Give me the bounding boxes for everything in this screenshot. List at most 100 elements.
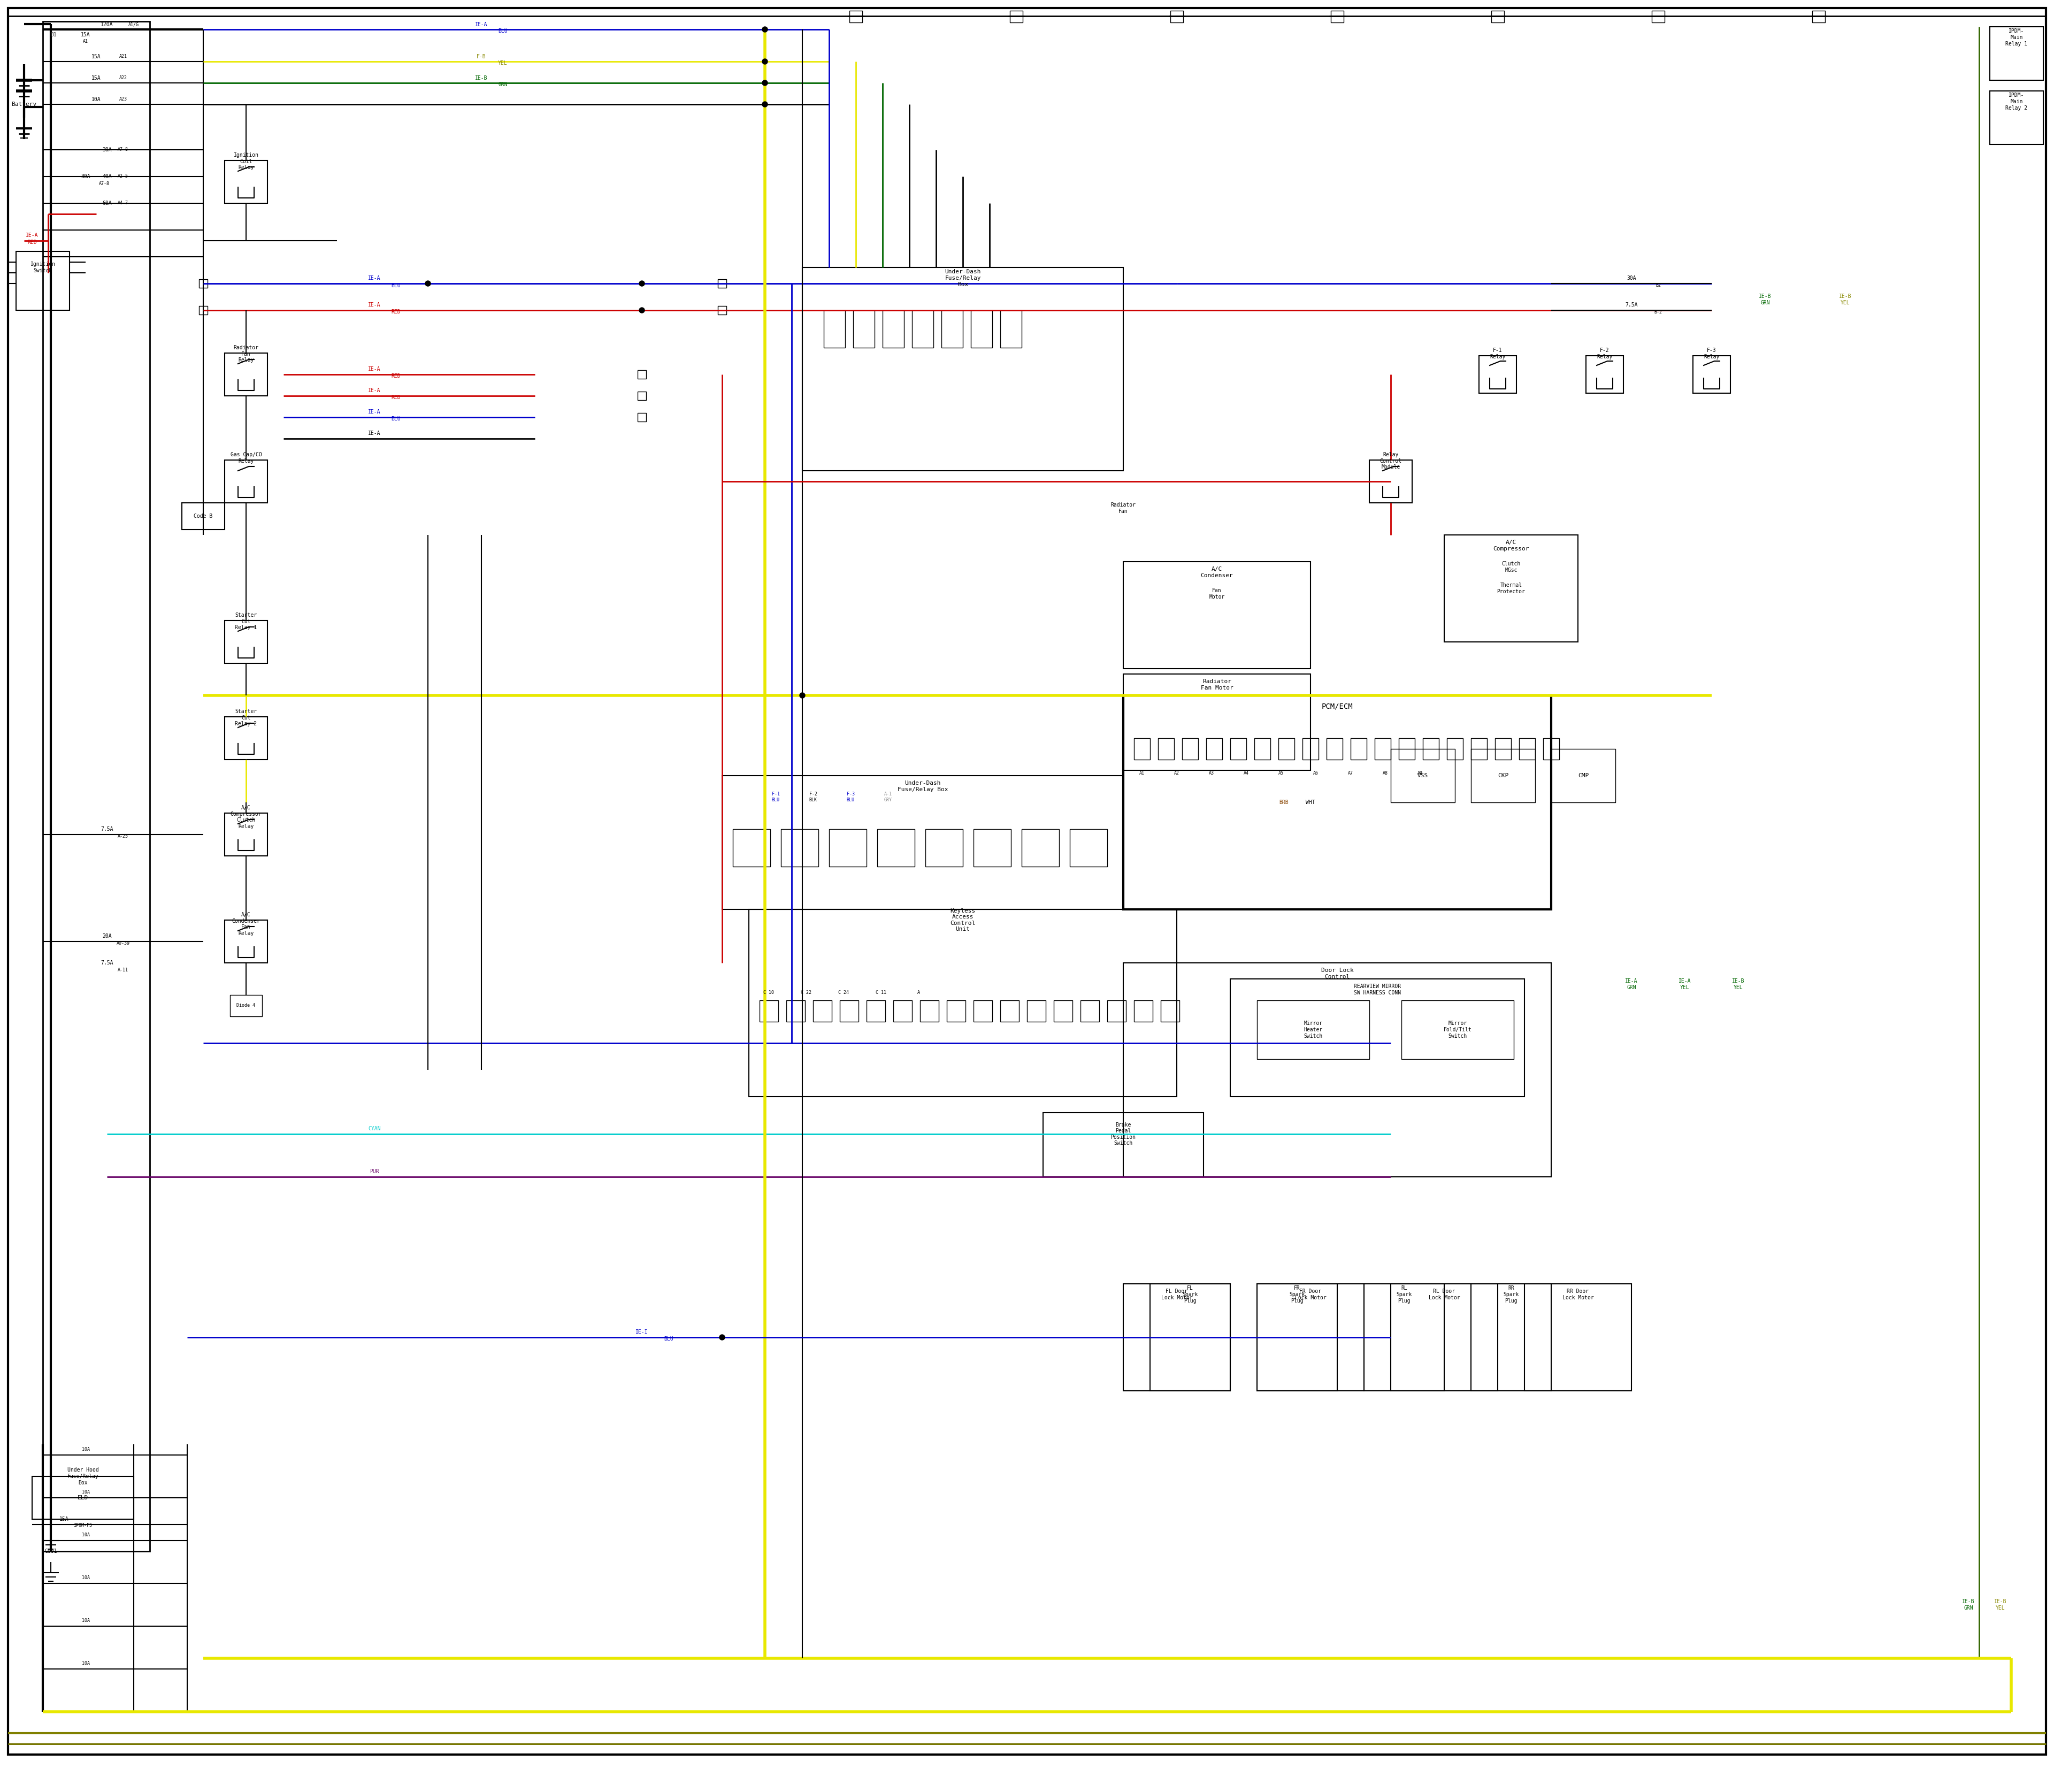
Bar xyxy=(1352,738,1366,760)
Text: 15A: 15A xyxy=(60,1516,70,1521)
Text: 7.5A: 7.5A xyxy=(101,961,113,966)
Bar xyxy=(1374,738,1391,760)
Bar xyxy=(867,1000,885,1021)
Bar xyxy=(1520,738,1534,760)
Circle shape xyxy=(639,308,645,314)
Bar xyxy=(1158,738,1175,760)
Text: Mirror
Heater
Switch: Mirror Heater Switch xyxy=(1304,1021,1323,1039)
Circle shape xyxy=(425,281,431,287)
Text: C 24: C 24 xyxy=(838,989,848,995)
Text: PCM/ECM: PCM/ECM xyxy=(1321,702,1354,710)
Text: 60A: 60A xyxy=(103,201,111,206)
Text: Brake
Pedal
Position
Switch: Brake Pedal Position Switch xyxy=(1111,1122,1136,1147)
Text: F-3
Relay: F-3 Relay xyxy=(1705,348,1719,358)
Bar xyxy=(230,995,263,1016)
Text: F-1
Relay: F-1 Relay xyxy=(1489,348,1506,358)
Text: Diode 4: Diode 4 xyxy=(236,1004,255,1009)
Text: A22: A22 xyxy=(119,75,127,81)
Text: 15A: 15A xyxy=(80,32,90,38)
Text: Ignition
Coil
Relay: Ignition Coil Relay xyxy=(234,152,259,170)
Text: Keyless
Access
Control
Unit: Keyless Access Control Unit xyxy=(951,909,976,932)
Bar xyxy=(1124,962,1551,1177)
Bar xyxy=(1543,738,1559,760)
Bar xyxy=(1446,738,1462,760)
Bar xyxy=(1444,536,1577,642)
Bar xyxy=(1524,1283,1631,1391)
Text: Relay
Control
Module: Relay Control Module xyxy=(1380,452,1401,470)
Bar xyxy=(1586,357,1623,392)
Text: 40A: 40A xyxy=(103,174,111,179)
Bar xyxy=(1107,1000,1126,1021)
Text: 10A: 10A xyxy=(82,1532,90,1538)
Text: Under Hood
Fuse/Relay
Box: Under Hood Fuse/Relay Box xyxy=(68,1468,99,1486)
Text: A5: A5 xyxy=(1278,771,1284,776)
Text: 30A: 30A xyxy=(103,147,111,152)
Bar xyxy=(1471,749,1534,803)
Text: Mirror
Fold/Tilt
Switch: Mirror Fold/Tilt Switch xyxy=(1444,1021,1473,1039)
Bar xyxy=(1479,357,1516,392)
Text: RR Door
Lock Motor: RR Door Lock Motor xyxy=(1563,1288,1594,1301)
Text: Starter
Cut
Relay 1: Starter Cut Relay 1 xyxy=(234,613,257,631)
Text: 10A: 10A xyxy=(82,1575,90,1581)
Bar xyxy=(926,830,963,867)
Text: 120A: 120A xyxy=(101,22,113,27)
Bar xyxy=(733,830,770,867)
Bar xyxy=(1183,738,1197,760)
Text: Starter
Cut
Relay 2: Starter Cut Relay 2 xyxy=(234,710,257,726)
Bar xyxy=(1161,1000,1179,1021)
Text: A/C
Condenser: A/C Condenser xyxy=(1202,566,1232,579)
Text: A1/G: A1/G xyxy=(127,22,140,27)
Text: IPDM-
Main
Relay 1: IPDM- Main Relay 1 xyxy=(2005,29,2027,47)
Text: A8: A8 xyxy=(1382,771,1389,776)
Text: G001: G001 xyxy=(45,1548,58,1554)
Bar xyxy=(947,1000,965,1021)
Text: A6: A6 xyxy=(1313,771,1319,776)
Bar xyxy=(224,717,267,760)
Bar xyxy=(1495,738,1512,760)
Bar xyxy=(1070,830,1107,867)
Text: Radiator
Fan Motor: Radiator Fan Motor xyxy=(1202,679,1232,690)
Text: IE-B: IE-B xyxy=(474,75,487,81)
Bar xyxy=(1000,310,1021,348)
Bar xyxy=(224,161,267,202)
Text: A21: A21 xyxy=(119,54,127,59)
Text: B-2: B-2 xyxy=(1653,310,1662,314)
Bar xyxy=(637,371,647,378)
Bar xyxy=(1364,1283,1444,1391)
Text: BLU: BLU xyxy=(390,416,401,421)
Bar xyxy=(1171,11,1183,23)
Text: 7.5A: 7.5A xyxy=(1625,303,1637,308)
Bar xyxy=(893,1000,912,1021)
Text: BRB: BRB xyxy=(1280,799,1288,805)
Text: Clutch
MGsc: Clutch MGsc xyxy=(1501,561,1520,573)
Text: IE-A: IE-A xyxy=(368,430,380,435)
Bar xyxy=(1257,1283,1364,1391)
Bar xyxy=(1399,738,1415,760)
Bar xyxy=(224,620,267,663)
Text: YEL: YEL xyxy=(497,61,507,66)
Text: Code B: Code B xyxy=(193,514,214,520)
Text: BLU: BLU xyxy=(497,29,507,34)
Text: VSS: VSS xyxy=(1417,772,1428,778)
Bar xyxy=(1401,1000,1514,1059)
Text: 10A: 10A xyxy=(82,1489,90,1495)
Bar xyxy=(941,310,963,348)
Bar xyxy=(1471,738,1487,760)
Bar xyxy=(877,830,914,867)
Bar xyxy=(1134,738,1150,760)
Circle shape xyxy=(762,59,768,65)
Text: IE-I: IE-I xyxy=(635,1330,649,1335)
Bar xyxy=(850,11,863,23)
Bar xyxy=(1471,1283,1551,1391)
Bar xyxy=(1990,91,2044,145)
Bar xyxy=(224,461,267,504)
Text: IE-A: IE-A xyxy=(368,276,380,281)
Bar xyxy=(717,280,727,289)
Text: RL
Spark
Plug: RL Spark Plug xyxy=(1397,1285,1411,1303)
Bar xyxy=(224,814,267,857)
Text: 30A: 30A xyxy=(1627,276,1637,281)
Bar xyxy=(1423,738,1440,760)
Bar xyxy=(1302,738,1319,760)
Text: Thermal
Protector: Thermal Protector xyxy=(1497,582,1526,595)
Bar xyxy=(1054,1000,1072,1021)
